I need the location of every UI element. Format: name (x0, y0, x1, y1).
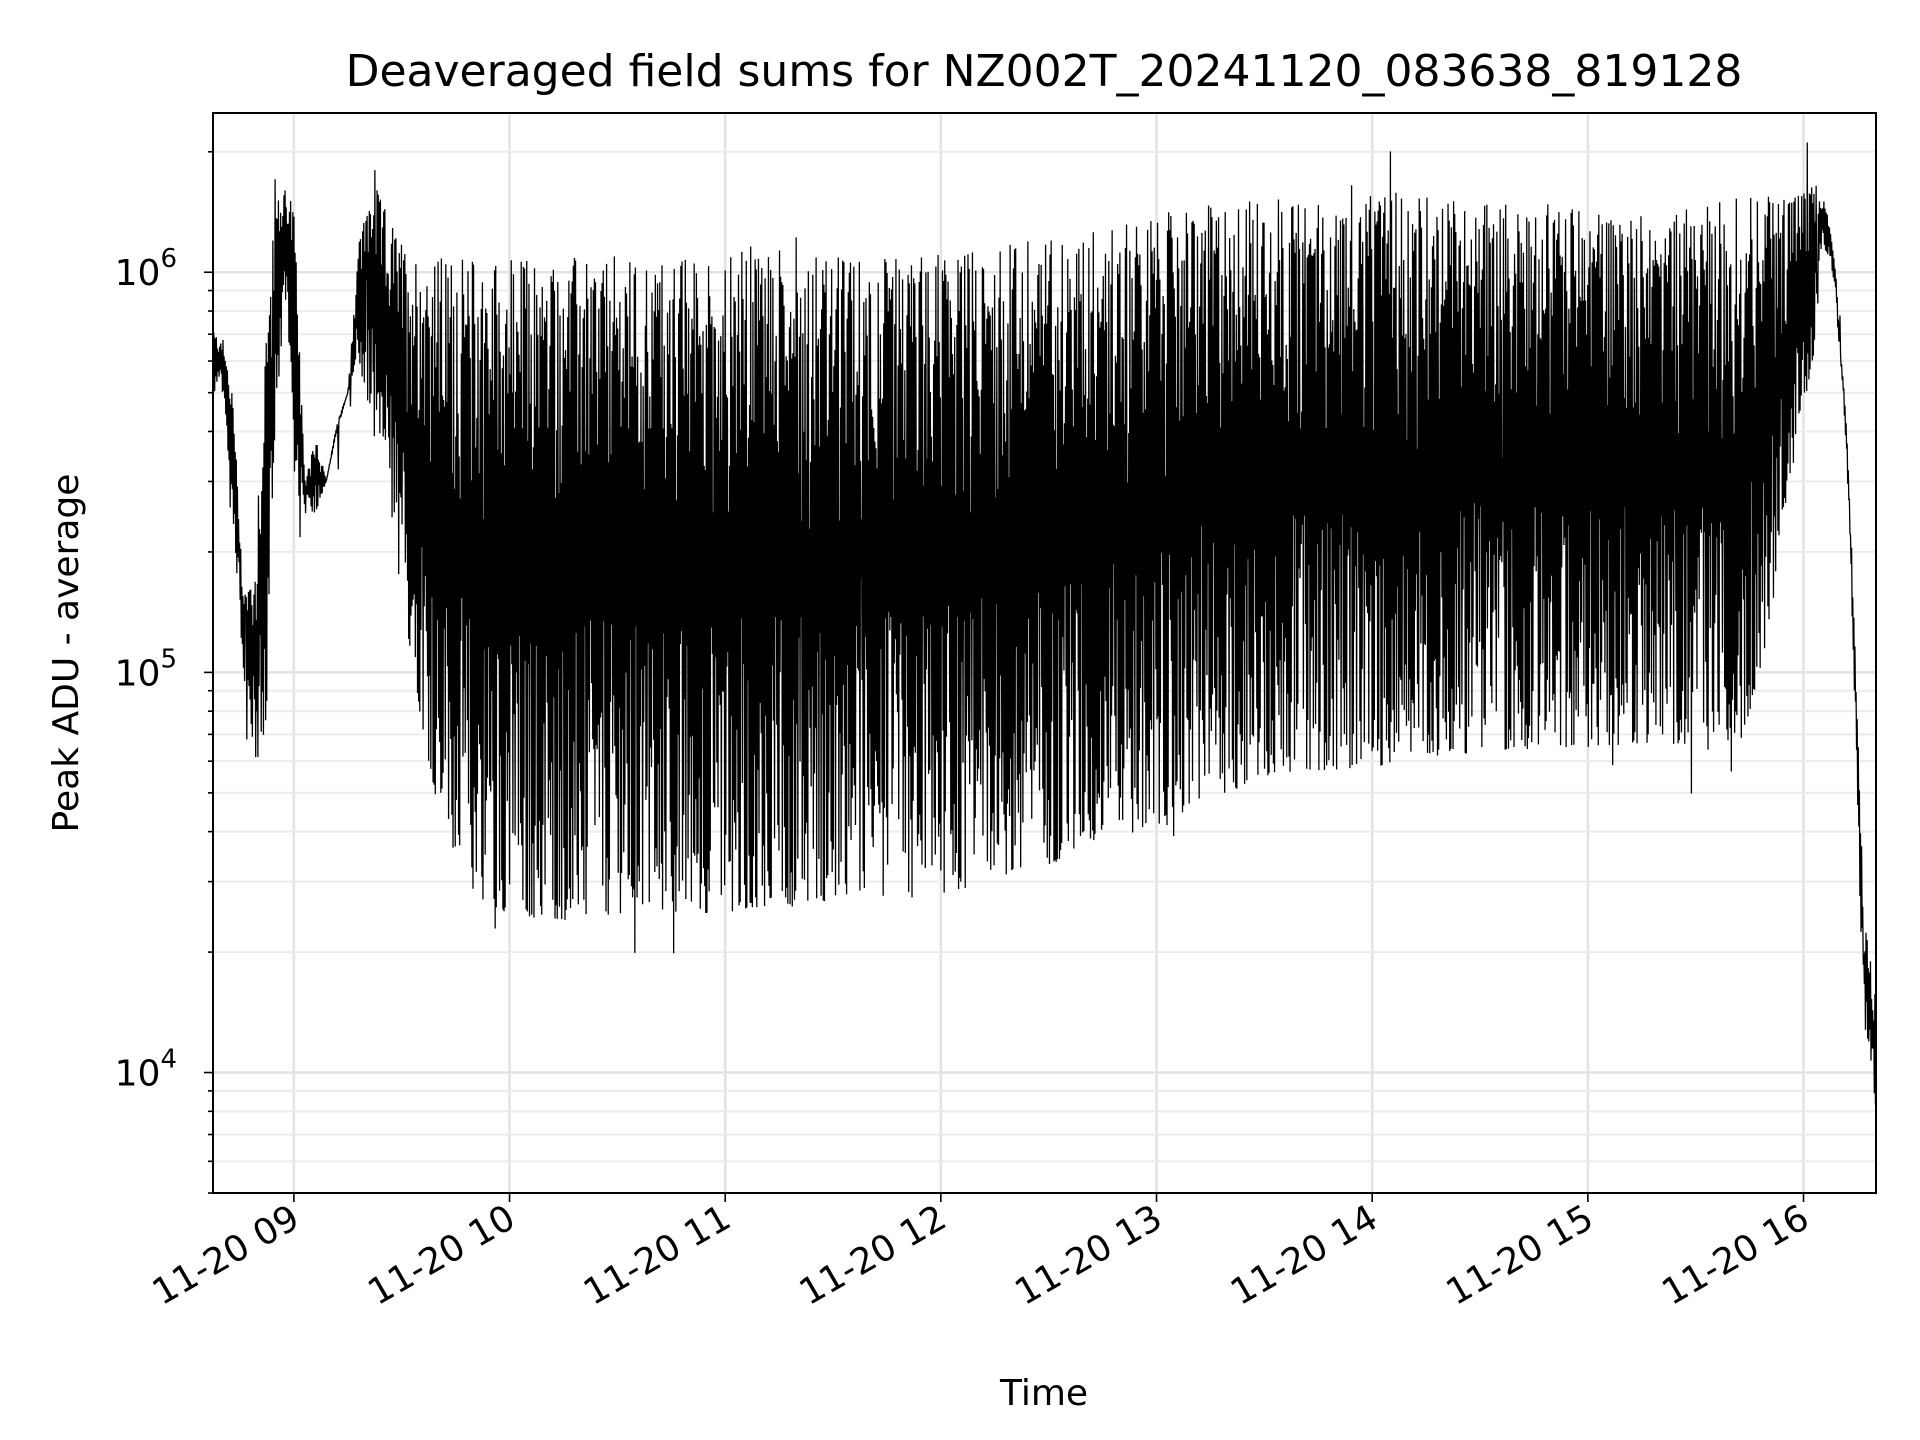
x-tick-label: 11-20 13 (1008, 1197, 1169, 1313)
x-tick-label: 11-20 16 (1655, 1197, 1816, 1313)
x-tick-label: 11-20 10 (361, 1197, 522, 1313)
x-axis-label: Time (999, 1373, 1088, 1414)
y-axis-label: Peak ADU - average (46, 474, 87, 833)
y-tick-exponent: 6 (160, 244, 177, 274)
x-tick-label: 11-20 12 (793, 1197, 954, 1313)
x-tick-label: 11-20 15 (1440, 1197, 1601, 1313)
y-tick-label: 104 (115, 1045, 177, 1095)
y-tick-label: 106 (115, 244, 177, 294)
y-tick-exponent: 4 (160, 1045, 177, 1075)
y-tick-base: 10 (115, 1054, 161, 1095)
series-line (212, 142, 1877, 1105)
y-tick-exponent: 5 (160, 644, 177, 674)
x-tick-label: 11-20 14 (1224, 1197, 1385, 1313)
x-tick-label: 11-20 11 (577, 1197, 738, 1313)
y-tick-base: 10 (115, 253, 161, 294)
x-tick-label: 11-20 09 (146, 1197, 307, 1313)
chart-title: Deaveraged field sums for NZ002T_2024112… (346, 46, 1743, 97)
y-tick-label: 105 (115, 644, 177, 694)
series-layer (212, 142, 1877, 1105)
plot-frame (212, 112, 1877, 1194)
y-tick-base: 10 (115, 653, 161, 694)
